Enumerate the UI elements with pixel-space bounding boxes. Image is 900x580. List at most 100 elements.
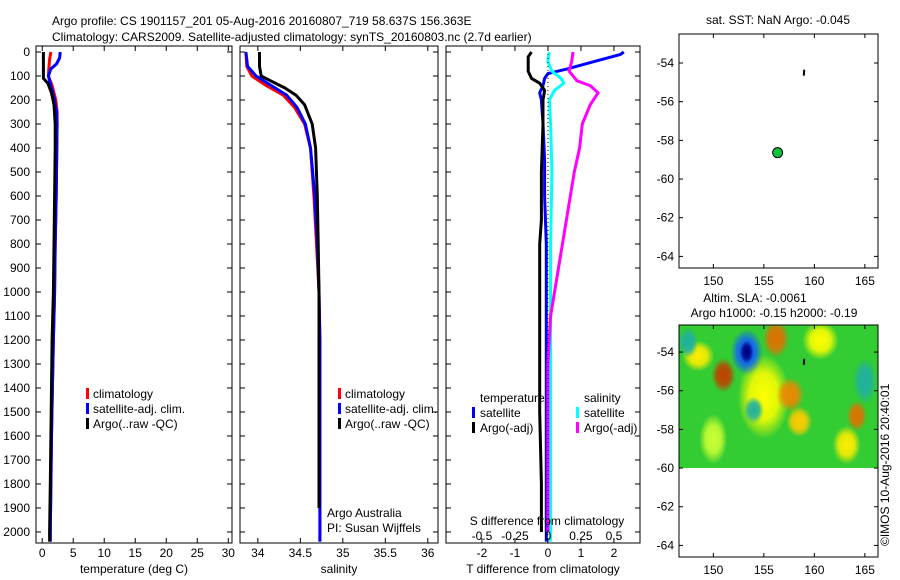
- sla-anomaly: [711, 357, 736, 393]
- difference-series-salinity-argo-adj-: [546, 51, 600, 532]
- difference-series-temperature-argo-adj-: [526, 51, 547, 532]
- legend-swatch: [338, 388, 341, 399]
- legend-label: climatology: [345, 387, 405, 401]
- x-tick-label: 36: [421, 546, 435, 560]
- y-tick-label: 1000: [3, 285, 30, 299]
- figure-title-line2: Climatology: CARS2009. Satellite-adjuste…: [52, 30, 532, 44]
- sst-map-axes-box: [678, 33, 879, 269]
- legend_salinity-title: salinity: [584, 391, 621, 405]
- x-tick-label: -1: [510, 546, 521, 560]
- x-tick-label: 160: [804, 274, 824, 288]
- sla-anomaly: [679, 326, 699, 358]
- y-tick-label: 400: [10, 141, 30, 155]
- x-tick-label: 10: [98, 546, 112, 560]
- sla-anomaly: [699, 413, 728, 465]
- y-tick-label: 1900: [3, 501, 30, 515]
- legend-label: Argo(-adj): [584, 421, 637, 435]
- sla-title-line2: Argo h1000: -0.15 h2000: -0.19: [691, 306, 858, 320]
- secondary-x-tick-label: -0.25: [501, 529, 529, 543]
- y-tick-label: 1600: [3, 429, 30, 443]
- x-tick-label: 155: [754, 563, 774, 577]
- x-tick-label: 25: [191, 546, 205, 560]
- y-tick-label: -58: [657, 133, 675, 147]
- x-tick-label: 35.5: [374, 546, 398, 560]
- sla-anomaly: [802, 325, 839, 360]
- y-tick-label: -56: [657, 95, 675, 109]
- x-tick-label: -2: [477, 546, 488, 560]
- y-tick-label: -54: [657, 56, 675, 70]
- secondary-xlabel: S difference from climatology: [470, 514, 625, 528]
- sla-anomaly: [775, 377, 805, 412]
- salinity-series-satellite-adj-clim-: [244, 51, 322, 542]
- y-tick-label: 1100: [4, 309, 30, 323]
- legend-swatch: [472, 422, 475, 433]
- y-tick-label: -64: [657, 249, 675, 263]
- sst-title: sat. SST: NaN Argo: -0.045: [706, 13, 850, 27]
- x-tick-label: 165: [855, 563, 875, 577]
- difference-panel: -2 -1 0 1 2 T difference from climatology temp…: [445, 45, 641, 576]
- salinity-xlabel: salinity: [321, 562, 358, 576]
- x-tick-label: 0: [545, 546, 552, 560]
- sla-anomaly: [832, 425, 861, 465]
- x-tick-label: 20: [160, 546, 174, 560]
- x-tick-label: 34.5: [289, 546, 313, 560]
- y-tick-label: 1500: [3, 405, 30, 419]
- difference-xlabel: T difference from climatology: [466, 562, 620, 576]
- legend-swatch: [338, 403, 341, 414]
- x-tick-label: 165: [855, 274, 875, 288]
- x-tick-label: 35: [336, 546, 350, 560]
- sla-anomaly: [846, 400, 867, 432]
- float-position-marker[interactable]: [772, 147, 784, 159]
- y-tick-label: -56: [657, 384, 675, 398]
- y-tick-label: -58: [657, 422, 675, 436]
- sst-map-panel: sat. SST: NaN Argo: -0.045 150 155 160 165 -5…: [657, 13, 879, 288]
- legend-swatch: [576, 422, 579, 433]
- y-tick-label: 1200: [3, 333, 30, 347]
- y-tick-label: -60: [657, 461, 675, 475]
- legend-label: satellite: [480, 406, 521, 420]
- y-tick-label: 0: [23, 45, 30, 59]
- legend-swatch: [86, 388, 89, 399]
- legend-swatch: [338, 418, 341, 429]
- legend-label: satellite: [584, 406, 625, 420]
- sla-title-line1: Altim. SLA: -0.0061: [703, 291, 807, 305]
- y-tick-label: 100: [10, 69, 30, 83]
- salinity-series-argo-raw-qc-: [258, 52, 321, 508]
- y-tick-label: -62: [657, 500, 675, 514]
- island-mark: [802, 69, 806, 76]
- legend-swatch: [86, 418, 89, 429]
- y-tick-label: -54: [657, 345, 675, 359]
- sla-anomaly: [739, 340, 754, 364]
- x-tick-label: 5: [70, 546, 77, 560]
- copyright: ©IMOS 10-Aug-2016 20:40:01: [878, 383, 892, 546]
- legend-label: Argo(..raw -QC): [93, 417, 178, 431]
- legend-label: satellite-adj. clim.: [345, 402, 437, 416]
- legend-label: Argo(..raw -QC): [345, 417, 430, 431]
- salinity-panel: 34 34.5 35 35.5 36 salinity climatologysatelli…: [239, 45, 439, 576]
- legend-label: climatology: [93, 387, 153, 401]
- sla-anomaly: [743, 396, 764, 424]
- temperature-xlabel: temperature (deg C): [80, 562, 188, 576]
- y-tick-label: 500: [10, 165, 30, 179]
- figure-title-line1: Argo profile: CS 1901157_201 05-Aug-2016…: [52, 14, 471, 28]
- x-tick-label: 150: [703, 563, 723, 577]
- y-tick-label: 600: [10, 189, 30, 203]
- temperature-axes-box: [35, 45, 233, 544]
- difference-series-temperature-satellite: [538, 50, 625, 542]
- legend-swatch: [472, 407, 475, 418]
- y-tick-label: -62: [657, 211, 675, 225]
- y-tick-label: 200: [10, 93, 30, 107]
- difference-axes-box: [445, 45, 641, 544]
- x-tick-label: 30: [222, 546, 236, 560]
- temperature-panel: 0 5 10 15 20 25 30 temperature (deg C) 0 100 200 30…: [3, 45, 235, 576]
- sla-map-axes-box: [678, 324, 879, 558]
- secondary-x-tick-label: 0.25: [569, 529, 593, 543]
- y-tick-label: 700: [10, 213, 30, 227]
- legend-swatch: [576, 407, 579, 418]
- y-tick-label: 300: [10, 117, 30, 131]
- difference-series-salinity-satellite: [546, 51, 566, 542]
- legend-label: Argo(-adj): [480, 421, 533, 435]
- sla-anomaly: [762, 325, 790, 358]
